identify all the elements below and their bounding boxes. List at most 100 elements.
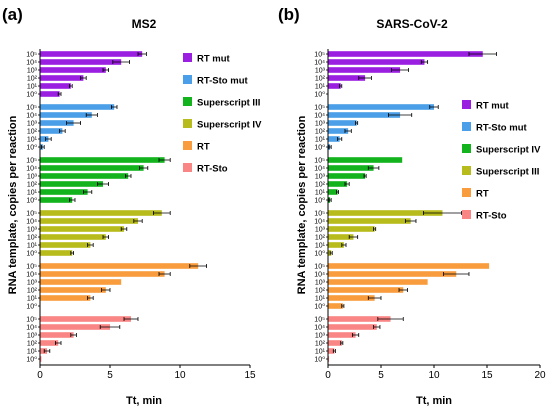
y-tick-label: 10⁰: [314, 250, 325, 258]
y-tick-label: 10⁵: [314, 317, 325, 324]
y-tick-label: 10⁰: [314, 356, 325, 364]
bar: [328, 181, 348, 187]
bar: [40, 279, 122, 285]
bar: [328, 242, 344, 248]
legend-swatch: [462, 210, 471, 219]
y-tick-label: 10³: [315, 121, 326, 128]
panel-a-title: MS2: [132, 17, 157, 31]
bar: [328, 75, 366, 81]
bar: [40, 210, 162, 216]
y-tick-label: 10⁰: [314, 144, 325, 152]
legend-swatch: [183, 141, 192, 150]
bar: [328, 128, 349, 134]
y-tick-label: 10⁰: [26, 250, 37, 258]
panel-b-title: SARS-CoV-2: [376, 17, 448, 31]
legend-swatch: [462, 166, 471, 175]
bar: [40, 263, 199, 269]
y-tick-label: 10³: [27, 174, 38, 181]
bar: [40, 348, 47, 354]
bar: [328, 332, 356, 338]
y-tick-label: 10²: [27, 288, 38, 295]
bar: [328, 112, 401, 118]
bar: [328, 324, 377, 330]
bar: [40, 295, 91, 301]
legend-label: RT mut: [197, 54, 231, 65]
bar: [40, 356, 42, 362]
y-tick-label: 10²: [315, 288, 326, 295]
legend-label: RT-Sto mut: [197, 76, 248, 87]
x-tick-label: 15: [481, 370, 493, 381]
y-tick-label: 10⁴: [26, 166, 37, 173]
legend-swatch: [183, 119, 192, 128]
panel-a-plot: 10⁵10⁴10³10²10¹10⁰10⁵10⁴10³10²10¹10⁰10⁵1…: [26, 49, 262, 381]
bar: [328, 136, 340, 142]
x-tick-label: 0: [325, 370, 331, 381]
bar: [328, 218, 411, 224]
bar: [40, 75, 84, 81]
y-tick-label: 10⁴: [314, 60, 325, 67]
bar: [40, 157, 165, 163]
bar: [40, 67, 106, 73]
legend-swatch: [183, 163, 192, 172]
bar: [328, 263, 490, 269]
y-tick-label: 10¹: [27, 190, 38, 197]
bar: [328, 51, 483, 57]
legend-label: RT-Sto mut: [476, 123, 527, 134]
y-tick-label: 10¹: [27, 137, 38, 144]
bar: [328, 120, 357, 126]
bar: [40, 128, 63, 134]
bar: [40, 173, 129, 179]
y-tick-label: 10⁰: [314, 91, 325, 99]
y-tick-label: 10⁴: [314, 325, 325, 332]
legend-label: Superscript IV: [476, 145, 541, 156]
panel-a-letter: (a): [2, 5, 23, 24]
y-tick-label: 10⁰: [26, 303, 37, 311]
x-tick-label: 5: [378, 370, 384, 381]
y-tick-label: 10⁴: [26, 219, 37, 226]
bar: [328, 83, 341, 89]
bar: [328, 67, 401, 73]
legend-swatch: [183, 97, 192, 106]
y-tick-label: 10³: [27, 333, 38, 340]
legend-swatch: [462, 122, 471, 131]
bar: [328, 348, 335, 354]
y-tick-label: 10⁰: [26, 91, 37, 99]
bar: [328, 303, 343, 309]
panel-b-ylabel: RNA template, copies per reaction: [296, 115, 308, 294]
bar: [40, 250, 73, 256]
y-tick-label: 10²: [27, 341, 38, 348]
bar: [328, 210, 443, 216]
x-tick-label: 10: [174, 370, 186, 381]
y-tick-label: 10⁵: [314, 264, 325, 271]
y-tick-label: 10²: [315, 235, 326, 242]
y-tick-label: 10³: [315, 68, 326, 75]
bar: [40, 91, 60, 97]
legend-swatch: [183, 53, 192, 62]
y-tick-label: 10³: [27, 121, 38, 128]
x-tick-label: 10: [428, 370, 440, 381]
bar: [328, 279, 428, 285]
y-tick-label: 10¹: [27, 296, 38, 303]
y-tick-label: 10¹: [315, 137, 326, 144]
y-tick-label: 10⁵: [314, 158, 325, 165]
bar: [328, 250, 332, 256]
panel-a-xlabel: Tt, min: [126, 395, 162, 407]
legend-label: RT: [476, 189, 489, 200]
legend-label: Superscript III: [197, 98, 260, 109]
y-tick-label: 10¹: [27, 84, 38, 91]
y-tick-label: 10⁴: [314, 166, 325, 173]
y-tick-label: 10²: [315, 76, 326, 83]
panel-b-plot: 10⁵10⁴10³10²10¹10⁰10⁵10⁴10³10²10¹10⁰10⁵1…: [314, 49, 546, 381]
y-tick-label: 10⁵: [26, 105, 37, 112]
bar: [328, 287, 404, 293]
x-tick-label: 20: [534, 370, 546, 381]
bar: [40, 316, 131, 322]
bar: [328, 234, 354, 240]
y-tick-label: 10³: [315, 280, 326, 287]
legend-swatch: [183, 75, 192, 84]
y-tick-label: 10²: [315, 129, 326, 136]
legend-swatch: [462, 188, 471, 197]
y-tick-label: 10³: [27, 227, 38, 234]
y-tick-label: 10⁴: [26, 60, 37, 67]
bar: [328, 189, 338, 195]
